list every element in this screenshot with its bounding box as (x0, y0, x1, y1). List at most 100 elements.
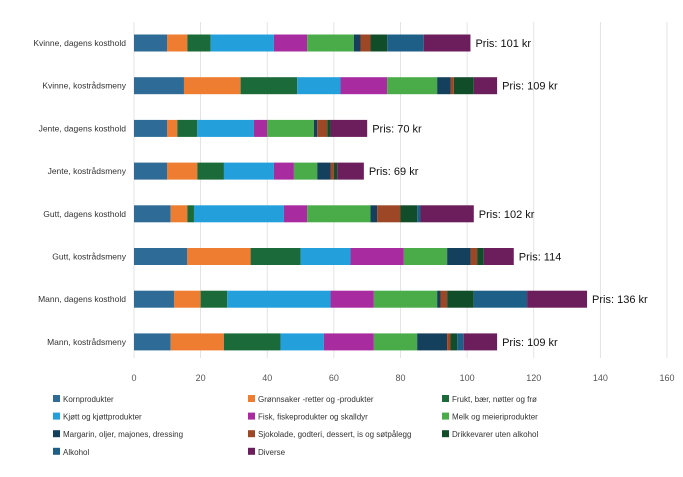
bar-segment (170, 205, 188, 223)
bar-segment (197, 162, 224, 180)
bar-segment (400, 205, 418, 223)
category-label: Mann, dagens kosthold (38, 294, 126, 304)
legend-swatch (442, 430, 449, 438)
bar-segment (377, 205, 401, 223)
price-label: Pris: 109 kr (502, 81, 558, 93)
bar-segment (330, 290, 374, 308)
category-label: Gutt, kostrådsmeny (52, 252, 126, 262)
bar-segment (373, 333, 418, 351)
legend-label: Margarin, oljer, majones, dressing (63, 430, 183, 439)
price-label: Pris: 69 kr (369, 166, 419, 178)
x-tick-label: 60 (329, 373, 339, 383)
legend-swatch (248, 395, 255, 402)
x-tick-label: 160 (659, 373, 674, 383)
legend-label: Alkohol (63, 448, 89, 457)
bar-segment (280, 333, 324, 351)
bar-segment (170, 333, 224, 351)
bar-segment (440, 290, 448, 308)
bar-segment (253, 119, 268, 137)
bar-segment (177, 119, 198, 137)
bar-segment (470, 248, 478, 265)
bar-segment (134, 77, 184, 95)
bar-segment (317, 119, 328, 137)
bar-segment (167, 119, 178, 137)
legend: Kornprodukter Grønnsaker -retter og -prod… (53, 395, 538, 457)
legend-label: Drikkevarer uten alkohol (452, 430, 538, 439)
bar-segment (450, 333, 458, 351)
legend-label: Melk og meieriprodukter (452, 413, 538, 422)
bar-segment (134, 34, 168, 52)
bar-segment (387, 77, 438, 95)
bar-segment (307, 34, 354, 52)
bar-segment (450, 77, 454, 95)
legend-label: Sjokolade, godteri, dessert, is og søtpå… (258, 430, 411, 439)
bar-segment (167, 34, 188, 52)
bar-segment (210, 34, 274, 52)
legend-label: Grønnsaker -retter og -produkter (258, 395, 374, 404)
bar-segment (297, 77, 341, 95)
price-label: Pris: 101 kr (475, 38, 531, 50)
bar-segment (227, 290, 331, 308)
bar-segment (463, 333, 498, 351)
bar-segment (200, 290, 228, 308)
category-label: Mann, kostrådsmeny (47, 337, 127, 347)
bar-segment (134, 248, 188, 265)
bar-segment (437, 77, 451, 95)
bar-segment (420, 205, 474, 223)
price-label: Pris: 109 kr (502, 337, 558, 349)
bar-segment (453, 77, 474, 95)
price-label: Pris: 114 (519, 252, 562, 264)
labels-layer: Kvinne, dagens kosthold Pris: 101 kr Kvinn… (33, 38, 648, 349)
bar-segment (423, 34, 471, 52)
legend-label: Frukt, bær, nøtter og frø (452, 395, 537, 404)
bar-segment (373, 290, 438, 308)
x-tick-label: 20 (196, 373, 206, 383)
bar-segment (273, 162, 294, 180)
bar-segment (337, 162, 364, 180)
x-tick-label: 0 (131, 373, 136, 383)
bar-segment (250, 248, 301, 265)
bar-segment (327, 119, 331, 137)
legend-swatch (53, 412, 60, 420)
category-label: Kvinne, dagens kosthold (33, 38, 126, 48)
price-label: Pris: 70 kr (372, 123, 422, 135)
bar-segment (223, 333, 281, 351)
bar-segment (417, 205, 421, 223)
bar-segment (473, 290, 528, 308)
x-tick-label: 100 (460, 373, 475, 383)
category-label: Kvinne, kostrådsmeny (42, 81, 126, 91)
bar-segment (134, 333, 171, 351)
legend-label: Diverse (258, 448, 286, 457)
bar-segment (330, 119, 368, 137)
bar-segment (340, 77, 388, 95)
category-label: Jente, kostrådsmeny (48, 166, 127, 176)
bar-segment (360, 34, 371, 52)
legend-swatch (53, 395, 60, 402)
bar-segment (307, 205, 371, 223)
bar-segment (403, 248, 448, 265)
bar-segment (330, 162, 334, 180)
bar-segment (240, 77, 298, 95)
legend-label: Fisk, fiskeprodukter og skalldyr (258, 413, 368, 422)
legend-swatch (53, 447, 60, 455)
legend-swatch (248, 412, 255, 420)
bar-segment (477, 248, 484, 265)
bar-segment (483, 248, 514, 265)
bar-segment (437, 290, 441, 308)
bar-segment (134, 205, 171, 223)
x-tick-label: 80 (395, 373, 405, 383)
x-tick-label: 120 (526, 373, 541, 383)
bar-segment (187, 34, 211, 52)
x-tick-label: 140 (593, 373, 608, 383)
legend-label: Kjøtt og kjøttprodukter (63, 413, 142, 422)
bar-segment (293, 162, 318, 180)
bar-segment (167, 162, 198, 180)
x-tick-label: 40 (262, 373, 272, 383)
bar-segment (313, 119, 318, 137)
category-label: Gutt, dagens kosthold (43, 209, 126, 219)
bars-layer (134, 34, 588, 351)
bar-segment (283, 205, 308, 223)
bar-segment (134, 290, 174, 308)
bar-segment (183, 77, 241, 95)
